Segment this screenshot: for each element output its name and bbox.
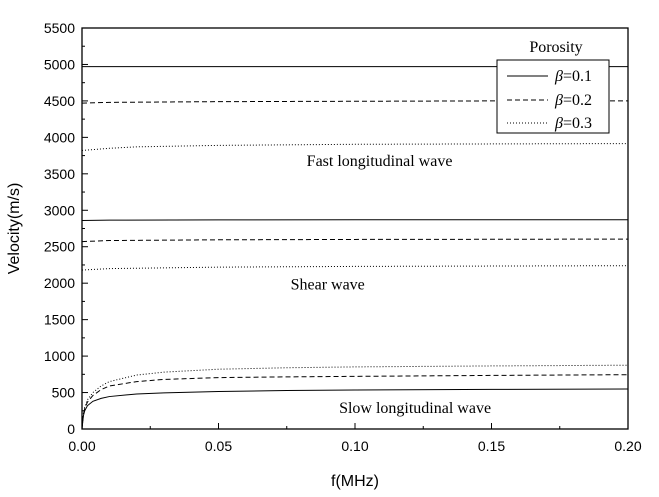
legend-beta-symbol-0: β — [554, 68, 563, 85]
legend-label-1: =0.2 — [563, 92, 592, 109]
series-group — [81, 66, 629, 430]
series-line-3 — [81, 219, 628, 221]
y-tick-label: 3500 — [44, 166, 75, 182]
series-line-2 — [81, 143, 629, 151]
legend-entry-2: β=0.3 — [554, 115, 592, 132]
legend-title: Porosity — [529, 39, 582, 56]
y-axis-title: Velocity(m/s) — [6, 183, 23, 275]
legend-entry-0: β=0.1 — [554, 68, 592, 85]
y-tick-label: 1000 — [44, 348, 75, 364]
y-tick-label: 1500 — [44, 312, 75, 328]
x-axis-title: f(MHz) — [331, 473, 379, 490]
series-line-6 — [81, 388, 629, 430]
legend-entry-1: β=0.2 — [554, 92, 592, 109]
y-tick-label: 500 — [52, 385, 76, 401]
legend-label-0: =0.1 — [563, 68, 592, 85]
legend-box — [496, 59, 610, 134]
y-tick-label: 5500 — [44, 20, 75, 36]
tick-group: 0.00 0.05 0.10 0.15 0.20 0 500 1000 1500 2000 2500… — [44, 20, 642, 454]
annotation-shear-wave: Shear wave — [291, 277, 365, 294]
legend-beta-symbol-1: β — [554, 92, 563, 109]
series-line-7 — [81, 374, 629, 430]
y-tick-label: 2000 — [44, 275, 75, 291]
legend: Porosity β=0.1 β=0.2 β=0.3 — [496, 39, 610, 134]
annotation-fast-longitudinal-wave: Fast longitudinal wave — [307, 153, 453, 170]
series-line-5 — [81, 265, 629, 271]
y-tick-label: 3000 — [44, 202, 75, 218]
y-tick-label: 2500 — [44, 239, 75, 255]
legend-beta-symbol-2: β — [554, 115, 563, 132]
x-tick-label: 0.05 — [205, 438, 232, 454]
legend-label-2: =0.3 — [563, 115, 592, 132]
y-tick-label: 0 — [67, 421, 75, 437]
annotation-slow-longitudinal-wave: Slow longitudinal wave — [339, 400, 491, 417]
x-tick-label: 0.00 — [68, 438, 95, 454]
series-line-8 — [81, 364, 629, 430]
y-tick-label: 4000 — [44, 129, 75, 145]
series-line-4 — [81, 238, 629, 243]
y-tick-label: 4500 — [44, 93, 75, 109]
x-tick-label: 0.10 — [341, 438, 368, 454]
x-tick-label: 0.15 — [478, 438, 505, 454]
x-tick-label: 0.20 — [614, 438, 641, 454]
y-tick-label: 5000 — [44, 56, 75, 72]
